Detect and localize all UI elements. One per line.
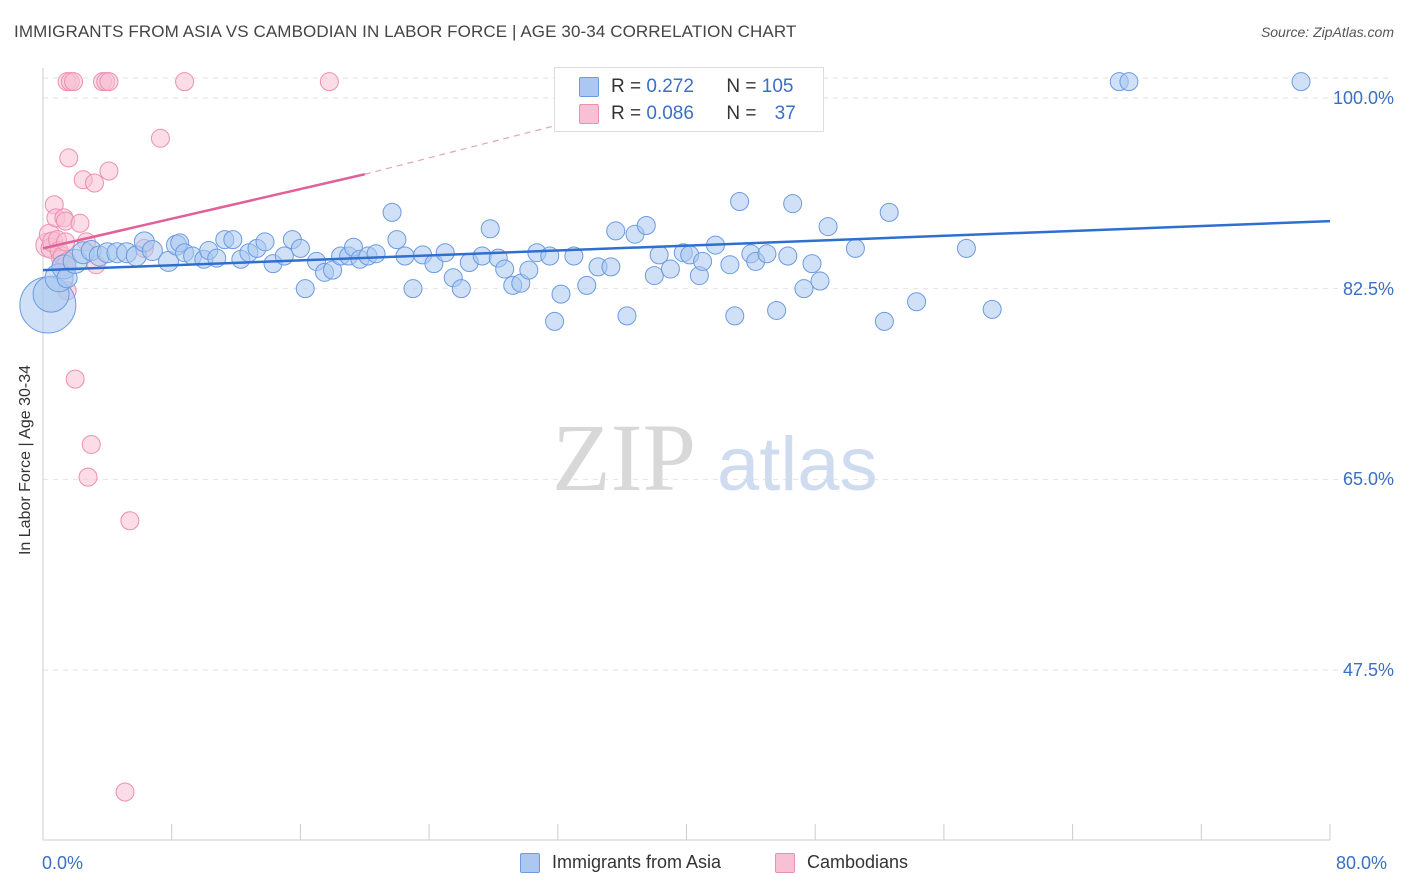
cambodian-point <box>70 213 90 233</box>
n-value-cambodians: 37 <box>774 103 796 124</box>
asia-point <box>323 260 343 280</box>
r-value-asia: 0.272 <box>646 76 694 97</box>
asia-point <box>982 299 1002 319</box>
asia-trend-line <box>42 219 1331 272</box>
r-label: R = <box>611 76 642 97</box>
cambodian-trend-extension <box>364 120 575 175</box>
asia-point <box>451 279 471 299</box>
asia-point <box>778 246 798 266</box>
asia-point <box>435 243 455 263</box>
x-tick-min: 0.0% <box>42 853 84 873</box>
asia-point <box>767 300 787 320</box>
y-tick-label: 82.5% <box>1342 278 1394 299</box>
asia-point <box>617 306 637 326</box>
chart-title: IMMIGRANTS FROM ASIA VS CAMBODIAN IN LAB… <box>14 22 797 41</box>
asia-point <box>845 238 865 258</box>
asia-point <box>907 292 927 312</box>
cambodians-points <box>35 72 339 802</box>
cambodian-point <box>99 161 119 181</box>
asia-point <box>874 311 894 331</box>
asia-point <box>577 275 597 295</box>
cambodian-point <box>120 511 140 531</box>
asia-point <box>290 238 310 258</box>
cambodian-point <box>175 72 195 92</box>
asia-point <box>810 271 830 291</box>
asia-point <box>564 246 584 266</box>
asia-point <box>644 266 664 286</box>
asia-point <box>141 240 163 262</box>
asia-point <box>472 246 492 266</box>
n-value-asia: 105 <box>761 76 794 97</box>
legend-item-asia[interactable]: Immigrants from Asia <box>520 852 721 873</box>
legend-swatch-asia <box>579 77 599 97</box>
cambodian-trend-line <box>42 173 366 250</box>
y-axis-label: In Labor Force | Age 30-34 <box>17 364 34 556</box>
r-label: R = <box>611 103 642 124</box>
cambodian-point <box>64 72 84 92</box>
asia-point <box>223 230 243 250</box>
cambodian-point <box>99 72 119 92</box>
asia-point <box>879 202 899 222</box>
asia-point <box>519 260 539 280</box>
asia-point <box>757 244 777 264</box>
cambodian-point <box>150 128 170 148</box>
legend-swatch-cambodians <box>579 104 599 124</box>
asia-point <box>794 279 814 299</box>
asia-point <box>725 306 745 326</box>
asia-point <box>660 259 680 279</box>
y-tick-label: 100.0% <box>1332 88 1394 108</box>
cambodian-point <box>319 72 339 92</box>
cambodian-point <box>84 173 104 193</box>
asia-point <box>601 257 621 277</box>
asia-point <box>693 251 713 271</box>
cambodian-point <box>65 369 85 389</box>
legend-swatch-cambodians <box>775 852 795 873</box>
asia-point <box>636 215 656 235</box>
asia-point <box>480 219 500 239</box>
asia-point <box>1291 72 1311 92</box>
x-tick-max: 80.0% <box>1336 853 1388 873</box>
asia-point <box>818 217 838 237</box>
asia-point <box>255 232 275 252</box>
asia-point <box>387 230 407 250</box>
asia-point <box>551 284 571 304</box>
axes <box>42 68 1331 841</box>
stats-legend: R = 0.272 N = 105 R = 0.086 N = 37 <box>554 67 824 132</box>
cambodian-point <box>59 148 79 168</box>
asia-point <box>606 221 626 241</box>
r-value-cambodians: 0.086 <box>646 103 694 124</box>
asia-point <box>545 311 565 331</box>
cambodian-point <box>115 782 135 802</box>
asia-point <box>956 238 976 258</box>
asia-point <box>802 254 822 274</box>
watermark-zip: ZIP <box>552 404 696 511</box>
n-label: N = <box>726 103 757 124</box>
cambodian-point <box>81 434 101 454</box>
legend-label-asia: Immigrants from Asia <box>552 852 722 872</box>
asia-point <box>730 192 750 212</box>
grid-lines <box>43 77 1392 671</box>
asia-point <box>720 255 740 275</box>
y-tick-label: 47.5% <box>1342 660 1394 680</box>
y-tick-label: 65.0% <box>1342 469 1394 490</box>
trend-lines <box>42 120 1331 272</box>
cambodian-point <box>78 467 98 487</box>
n-label: N = <box>726 76 757 97</box>
series-legend: Immigrants from Asia Cambodians <box>0 852 1406 878</box>
asia-point <box>783 194 803 214</box>
asia-point <box>1119 72 1139 92</box>
asia-point <box>295 279 315 299</box>
legend-row-asia: R = 0.272 N = 105 <box>579 74 793 100</box>
legend-row-cambodians: R = 0.086 N = 37 <box>579 101 796 127</box>
source-credit: Source: ZipAtlas.com <box>1260 24 1394 40</box>
legend-label-cambodians: Cambodians <box>807 852 909 872</box>
legend-swatch-asia <box>520 852 540 873</box>
asia-point <box>495 259 515 279</box>
asia-point <box>403 279 423 299</box>
legend-item-cambodians[interactable]: Cambodians <box>775 852 908 873</box>
asia-point <box>382 202 402 222</box>
asia-point <box>366 244 386 264</box>
watermark-atlas: atlas <box>717 422 878 507</box>
